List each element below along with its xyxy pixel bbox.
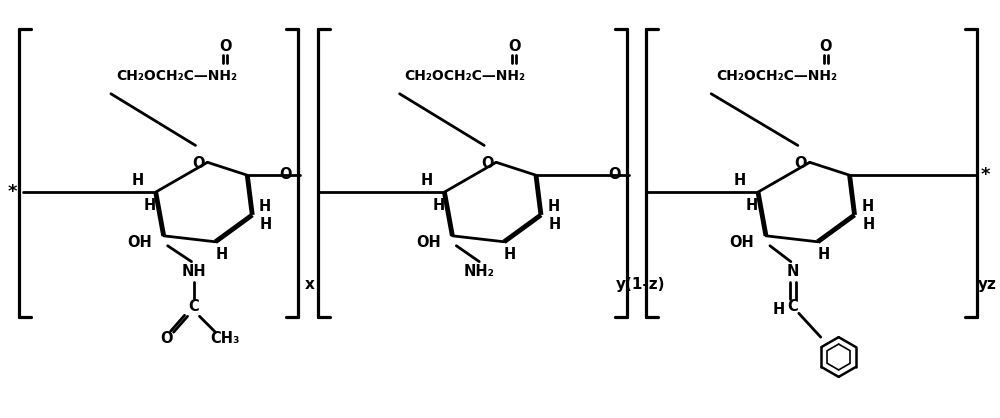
Text: H: H [144, 198, 156, 212]
Text: *: * [981, 166, 990, 184]
Text: NH₂: NH₂ [464, 264, 495, 279]
Text: y(1-z): y(1-z) [616, 277, 665, 292]
Text: CH₂OCH₂C—NH₂: CH₂OCH₂C—NH₂ [116, 69, 237, 83]
Text: H: H [861, 199, 874, 214]
Text: H: H [548, 199, 560, 214]
Text: H: H [260, 217, 272, 232]
Text: H: H [549, 217, 561, 232]
Text: C: C [188, 299, 199, 314]
Text: NH: NH [181, 264, 206, 279]
Text: H: H [420, 173, 433, 188]
Text: H: H [773, 302, 785, 317]
Text: H: H [132, 173, 144, 188]
Text: N: N [787, 264, 799, 279]
Text: OH: OH [127, 235, 152, 250]
Text: H: H [504, 247, 516, 262]
Text: O: O [219, 38, 232, 54]
Text: OH: OH [416, 235, 441, 250]
Text: O: O [160, 331, 173, 346]
Text: H: H [818, 247, 830, 262]
Text: O: O [608, 167, 621, 182]
Text: C: C [787, 299, 798, 314]
Text: H: H [734, 173, 746, 188]
Text: CH₂OCH₂C—NH₂: CH₂OCH₂C—NH₂ [405, 69, 526, 83]
Text: O: O [795, 156, 807, 171]
Text: H: H [215, 247, 228, 262]
Text: H: H [432, 198, 445, 212]
Text: H: H [259, 199, 271, 214]
Text: H: H [862, 217, 875, 232]
Text: *: * [8, 183, 17, 201]
Text: O: O [279, 167, 291, 182]
Text: O: O [508, 38, 520, 54]
Text: CH₂OCH₂C—NH₂: CH₂OCH₂C—NH₂ [716, 69, 837, 83]
Text: O: O [481, 156, 493, 171]
Text: O: O [819, 38, 832, 54]
Text: OH: OH [730, 235, 754, 250]
Text: yz: yz [978, 277, 996, 292]
Text: O: O [192, 156, 205, 171]
Text: H: H [746, 198, 758, 212]
Text: x: x [305, 277, 315, 292]
Text: CH₃: CH₃ [211, 331, 240, 346]
